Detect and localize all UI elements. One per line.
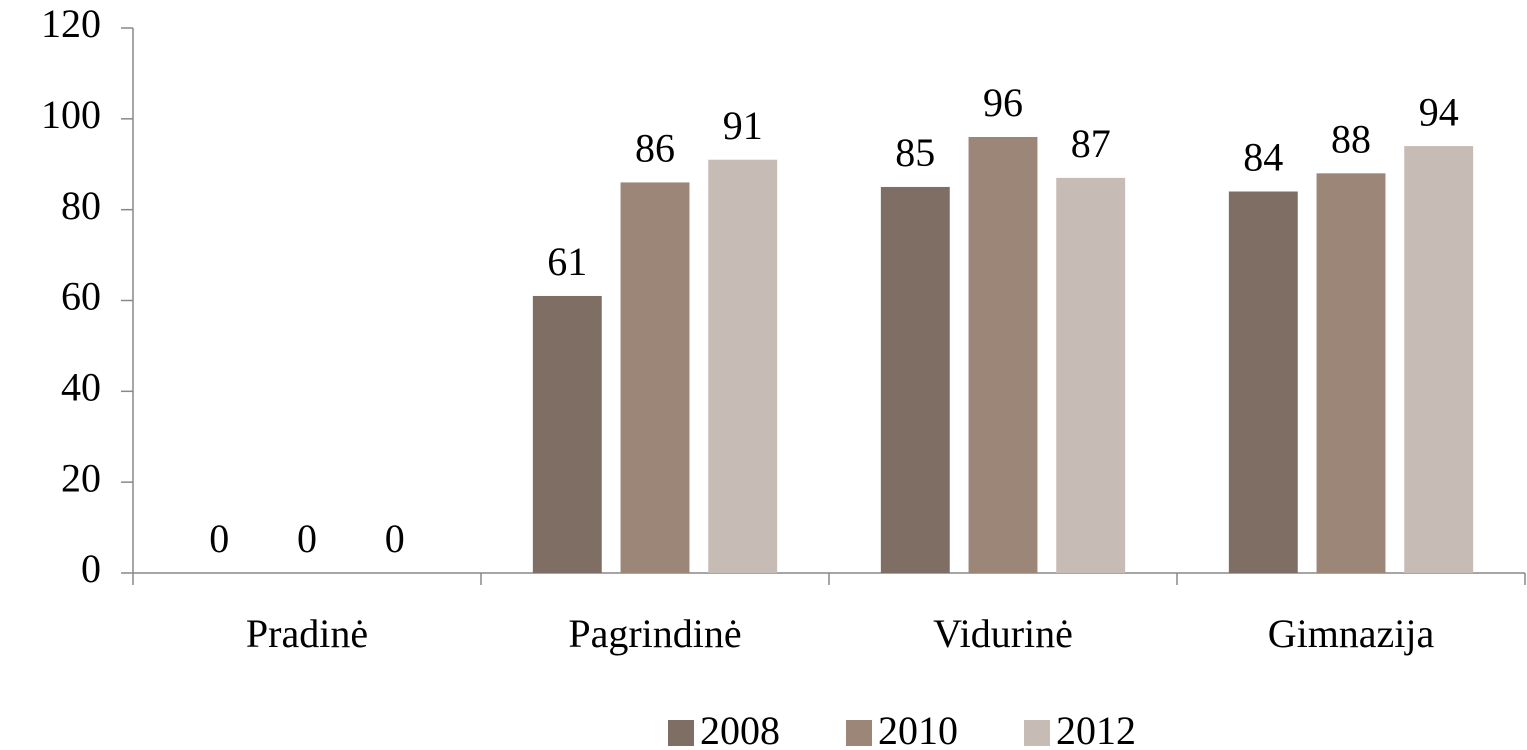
data-label: 91 [723,103,763,148]
legend-label: 2008 [700,708,780,750]
data-label: 61 [547,239,587,284]
data-label: 0 [297,516,317,561]
x-tick-label: Gimnazija [1268,611,1435,656]
bar [1404,146,1474,574]
x-tick-label: Pagrindinė [568,611,741,656]
y-tick-label: 60 [61,274,101,319]
data-label: 88 [1331,117,1371,162]
bar [1316,173,1386,574]
data-label: 87 [1071,121,1111,166]
data-label: 0 [209,516,229,561]
bar [532,295,602,573]
y-tick-label: 20 [61,455,101,500]
legend-label: 2012 [1056,708,1136,750]
y-tick-label: 100 [41,92,101,137]
legend-swatch [846,720,872,746]
bar [880,186,950,574]
bar [1056,177,1126,573]
data-label: 94 [1419,89,1459,134]
data-label: 0 [385,516,405,561]
legend-swatch [668,720,694,746]
bar [708,159,778,574]
data-label: 85 [895,130,935,175]
legend-label: 2010 [878,708,958,750]
bar [1228,191,1298,573]
y-tick-label: 40 [61,365,101,410]
bar [620,182,690,573]
y-tick-label: 120 [41,1,101,46]
data-label: 86 [635,126,675,171]
bar [968,137,1038,573]
data-label: 96 [983,80,1023,125]
y-tick-label: 0 [81,546,101,591]
x-tick-label: Pradinė [246,611,368,656]
data-label: 84 [1243,135,1283,180]
x-tick-label: Vidurinė [933,611,1073,656]
y-tick-label: 80 [61,183,101,228]
legend-swatch [1024,720,1050,746]
